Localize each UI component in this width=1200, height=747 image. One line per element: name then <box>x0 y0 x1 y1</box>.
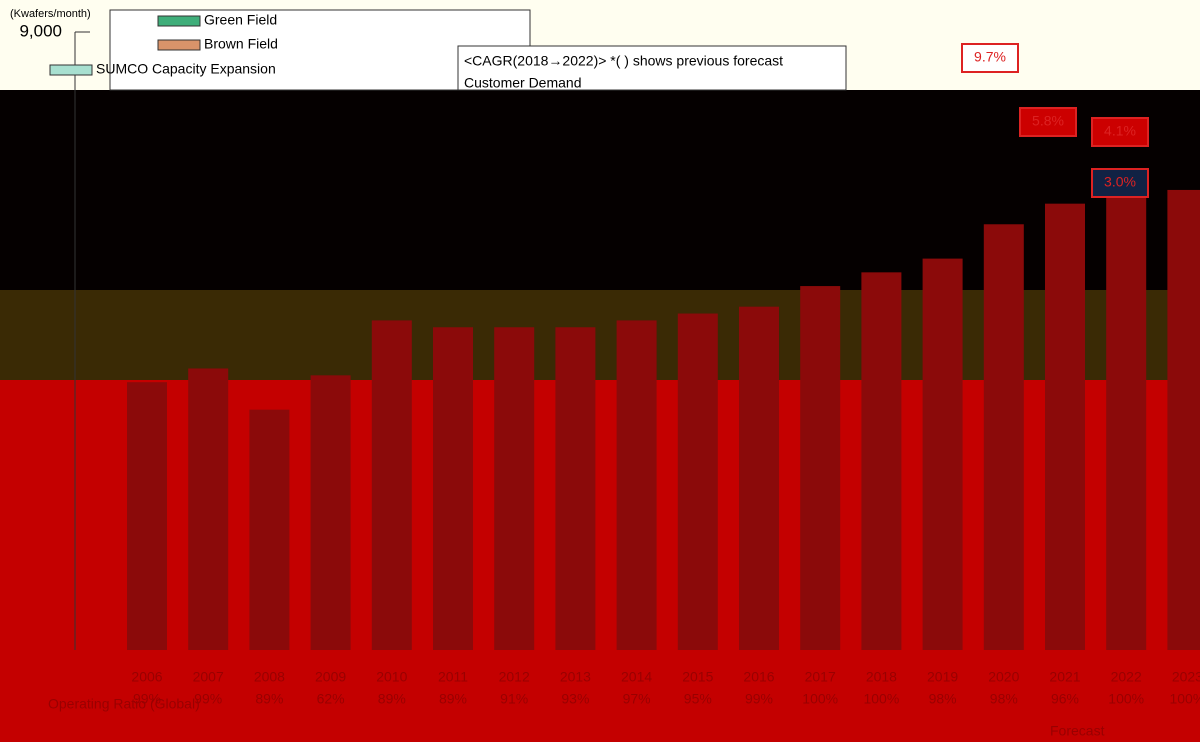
x-tick-label: 2008 <box>254 669 285 685</box>
ratio-label: 100% <box>1108 691 1144 707</box>
annotation-box <box>1091 168 1149 198</box>
x-tick-label: 2011 <box>438 669 468 685</box>
y-unit: (Kwafers/month) <box>10 8 91 20</box>
ratio-label: 98% <box>990 691 1018 707</box>
ratio-label: 89% <box>378 691 406 707</box>
bar <box>922 258 963 650</box>
annotation-box <box>1091 117 1149 147</box>
legend-swatch <box>49 64 93 76</box>
bar <box>371 320 412 650</box>
ratio-label: 100% <box>1169 691 1200 707</box>
ratio-label: 89% <box>439 691 467 707</box>
annotation: 5.8% <box>1032 113 1064 129</box>
x-tick-label: 2006 <box>131 669 162 685</box>
legend-label: Green Field <box>204 12 277 28</box>
bar <box>249 409 290 650</box>
annotation-box <box>1019 107 1077 137</box>
ratio-label: 99% <box>194 691 222 707</box>
bar <box>1106 183 1147 651</box>
ratio-label: 91% <box>500 691 528 707</box>
x-tick-label: 2014 <box>621 669 652 685</box>
legend-label: Brown Field <box>204 36 278 52</box>
bar <box>861 272 902 650</box>
bar <box>983 224 1024 650</box>
bar <box>739 306 779 650</box>
cagr-title: <CAGR(2018→2022)> *( ) shows previous fo… <box>464 53 783 69</box>
ratio-label: Operating Ratio (Global) <box>48 696 200 712</box>
x-tick-label: 2013 <box>560 669 591 685</box>
x-tick-label: 2023 <box>1172 669 1200 685</box>
cagr-label: Customer Demand <box>464 75 582 91</box>
ratio-label: 100% <box>802 691 838 707</box>
x-tick-label: 2022 <box>1111 669 1142 685</box>
x-tick-label: 2017 <box>805 669 836 685</box>
x-tick-label: 2018 <box>866 669 897 685</box>
bar <box>616 320 657 650</box>
x-tick-label: 2015 <box>682 669 713 685</box>
x-tick-label: 2020 <box>988 669 1019 685</box>
x-tick-label: 2009 <box>315 669 346 685</box>
bar <box>310 375 351 650</box>
bar <box>1167 189 1200 650</box>
ratio-label: 95% <box>684 691 712 707</box>
ratio-label: 97% <box>623 691 651 707</box>
bar <box>494 327 535 650</box>
annotation-box <box>961 43 1019 73</box>
bar <box>433 327 473 650</box>
annotation: 4.1% <box>1104 123 1136 139</box>
ratio-label: 96% <box>1051 691 1079 707</box>
legend-swatch <box>157 15 201 27</box>
ratio-label: 89% <box>255 691 283 707</box>
x-tick-label: 2016 <box>743 669 774 685</box>
bar <box>188 368 229 650</box>
ratio-label: 93% <box>561 691 589 707</box>
bar <box>800 286 841 650</box>
bar <box>1045 203 1085 650</box>
ratio-label: 100% <box>863 691 899 707</box>
bar <box>677 313 718 650</box>
x-tick-label: 2012 <box>499 669 530 685</box>
ratio-label: 62% <box>317 691 345 707</box>
x-tick-label: 2021 <box>1049 669 1080 685</box>
legend-label: SUMCO Capacity Expansion <box>96 61 276 77</box>
annotation: 9.7% <box>974 49 1006 65</box>
ratio-label: 99% <box>133 691 161 707</box>
forecast-label: Forecast <box>1050 723 1105 739</box>
x-tick-label: 2007 <box>193 669 224 685</box>
cagr-box <box>457 45 847 91</box>
annotation: 3.0% <box>1104 174 1136 190</box>
x-tick-label: 2019 <box>927 669 958 685</box>
x-tick-label: 2010 <box>376 669 407 685</box>
bar <box>555 327 596 650</box>
y-tick-label: 9,000 <box>19 21 62 40</box>
ratio-label: 98% <box>929 691 957 707</box>
legend-swatch <box>157 39 201 51</box>
bar <box>127 382 167 650</box>
ratio-label: 99% <box>745 691 773 707</box>
